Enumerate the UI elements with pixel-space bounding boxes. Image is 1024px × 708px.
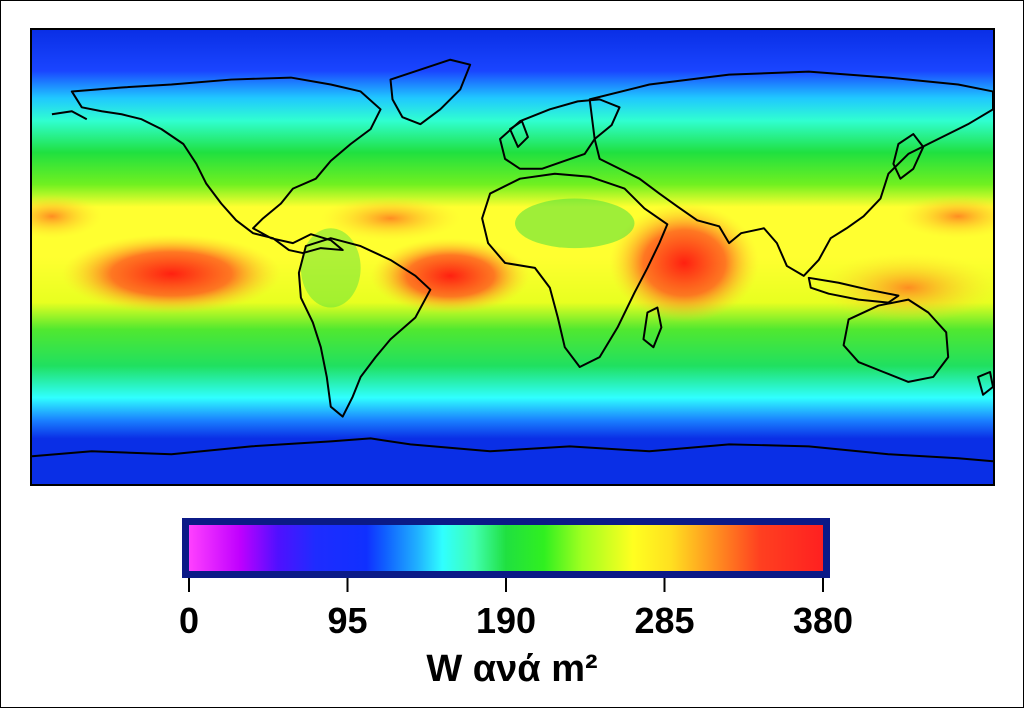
- europe-outline: [499, 98, 621, 170]
- hotspot-west-pacific: [818, 253, 993, 323]
- africa-outline: [481, 172, 669, 369]
- asia-outline: [588, 70, 993, 277]
- hotspot-north-pacific-east: [898, 194, 993, 239]
- colorbar-tick-label: 95: [327, 600, 368, 641]
- madagascar-outline: [642, 306, 663, 349]
- colorbar-tick-label: 190: [475, 600, 537, 641]
- hotspot-east-pacific: [61, 234, 281, 314]
- hotspot-north-pacific-west: [32, 194, 102, 239]
- colorbar-tick-label: 380: [792, 600, 854, 641]
- antarctica-outline: [32, 437, 993, 463]
- coastlines: [32, 58, 993, 463]
- world-map: [30, 28, 995, 486]
- north-america-outline: [70, 76, 382, 255]
- australia-outline: [842, 298, 950, 383]
- south-america-outline: [297, 237, 432, 418]
- colorbar-gradient: [189, 525, 823, 571]
- hotspot-indian-ocean: [609, 203, 759, 323]
- japan-outline: [892, 133, 925, 180]
- alaska-islands-outline: [51, 110, 88, 121]
- hotspot-south-atlantic: [370, 238, 530, 314]
- greenland-outline: [389, 58, 472, 126]
- map-svg: [32, 30, 993, 484]
- colorbar: [182, 518, 830, 578]
- britain-outline: [509, 120, 529, 148]
- colorbar-tick-label: 285: [634, 600, 695, 641]
- amazon-green: [300, 228, 361, 308]
- colorbar-unit-label: W ανά m²: [426, 648, 598, 690]
- colorbar-tick-label: 0: [178, 600, 200, 641]
- sahara-green: [514, 198, 635, 249]
- hotspot-north-atlantic: [320, 196, 461, 241]
- new-zealand-outline: [977, 370, 993, 396]
